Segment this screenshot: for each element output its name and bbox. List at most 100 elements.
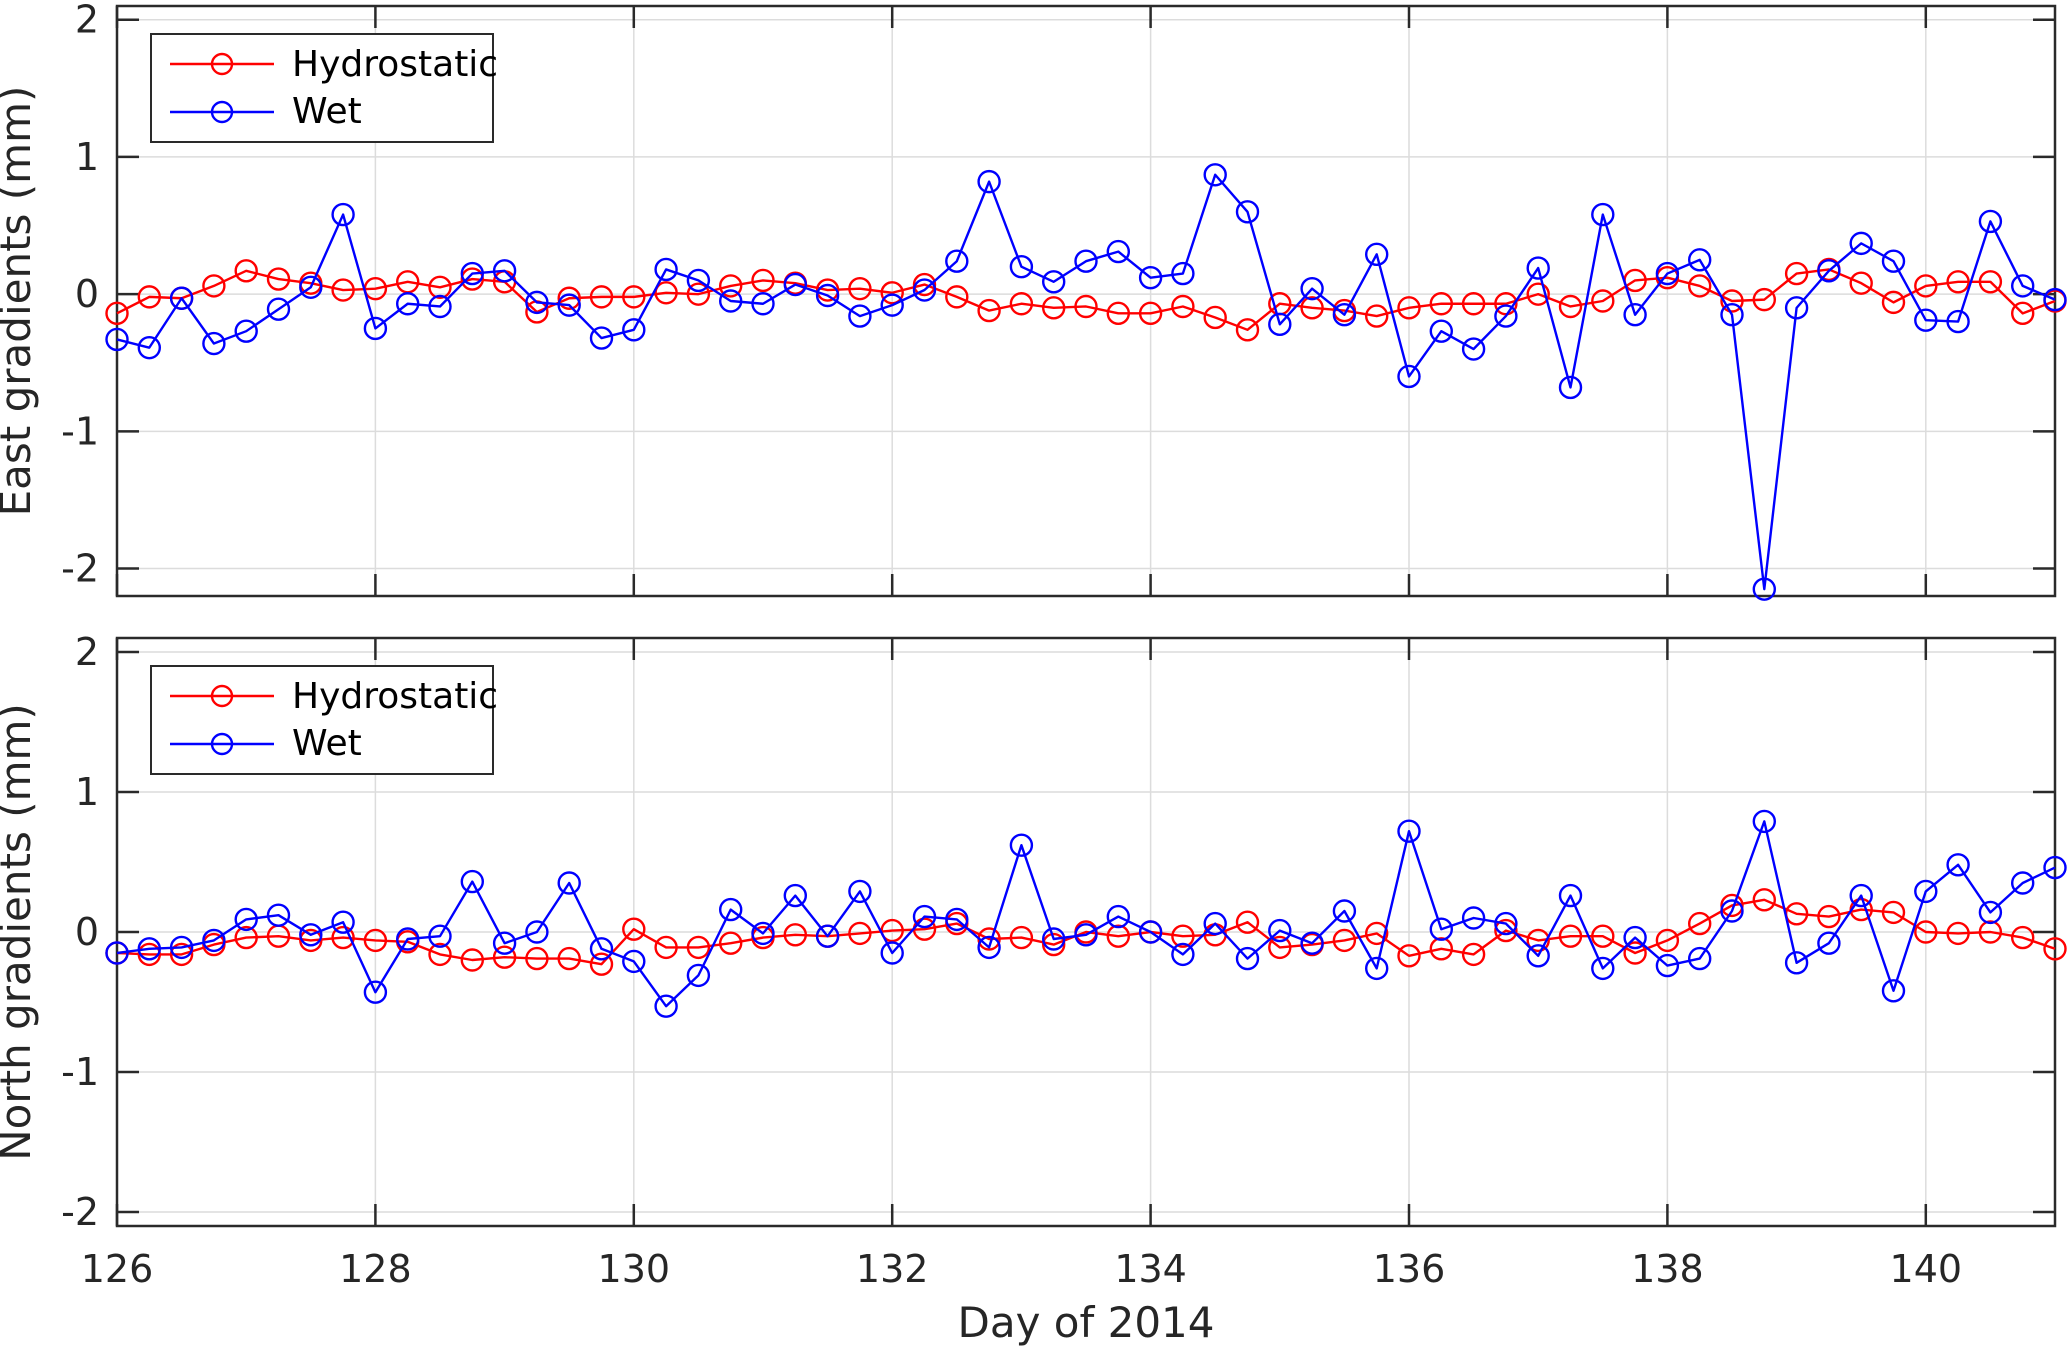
wet-marker <box>460 261 484 286</box>
hydrostatic-marker <box>1655 928 1680 953</box>
wet-marker <box>815 283 840 308</box>
hydrostatic-marker <box>1494 918 1518 943</box>
wet-marker <box>299 275 323 299</box>
wet-line-marker-swatch <box>170 100 274 123</box>
hydrostatic-marker <box>1558 924 1583 948</box>
wet-marker <box>1655 953 1680 978</box>
wet-line-east <box>116 173 2056 591</box>
wet-marker <box>234 319 258 343</box>
hydrostatic-marker <box>1106 301 1131 326</box>
wet-marker <box>1138 265 1163 290</box>
hydrostatic-marker <box>1881 900 1906 925</box>
hydrostatic-marker <box>912 272 937 297</box>
wet-marker <box>363 980 388 1004</box>
hydrostatic-marker <box>686 935 711 960</box>
hydrostatic-marker <box>169 942 194 967</box>
hydrostatic-marker <box>1558 294 1583 319</box>
hydrostatic-line-north <box>116 898 2056 966</box>
hydrostatic-marker <box>1041 932 1066 957</box>
wet-marker <box>1429 319 1454 343</box>
wet-marker <box>589 937 614 961</box>
wet-marker <box>654 994 678 1018</box>
hydrostatic-marker <box>1526 282 1550 306</box>
y-tick-label: 0 <box>75 272 99 316</box>
wet-marker <box>1041 927 1066 951</box>
hydrostatic-marker <box>1364 304 1389 328</box>
wet-marker <box>1946 853 1970 877</box>
wet-marker <box>331 202 355 227</box>
hydrostatic-marker <box>783 923 807 947</box>
wet-swatch-marker <box>210 100 234 123</box>
wet-marker <box>492 259 517 283</box>
wet-line-north <box>116 820 2056 1008</box>
hydrostatic-marker <box>460 948 484 972</box>
hydrostatic-marker <box>1591 924 1615 948</box>
wet-marker <box>1881 249 1906 273</box>
wet-marker <box>719 897 743 922</box>
hydrostatic-marker <box>1752 888 1777 912</box>
wet-marker <box>751 292 775 316</box>
wet-marker <box>1364 956 1389 981</box>
hydrostatic-marker <box>202 274 226 298</box>
wet-marker <box>1235 200 1260 224</box>
y-tick-label: -2 <box>61 547 99 591</box>
wet-marker <box>169 935 194 960</box>
wet-marker <box>525 920 549 944</box>
x-tick-label: 136 <box>1373 1247 1446 1291</box>
hydrostatic-marker <box>1881 290 1906 315</box>
x-tick-label: 132 <box>856 1247 929 1291</box>
hydrostatic-marker <box>363 928 388 953</box>
wet-marker <box>1978 900 2003 925</box>
wet-marker <box>1558 375 1583 400</box>
legend-item-hydrostatic: Hydrostatic <box>168 676 498 717</box>
hydrostatic-marker <box>137 285 162 309</box>
hydrostatic-marker <box>234 925 258 950</box>
hydrostatic-marker <box>1429 937 1454 961</box>
wet-marker <box>525 290 549 315</box>
wet-marker <box>945 249 969 273</box>
hydrostatic-marker <box>1914 274 1938 298</box>
wet-marker <box>2010 871 2035 895</box>
hydrostatic-marker <box>1171 294 1195 319</box>
hydrostatic-marker <box>331 278 355 302</box>
wet-marker <box>202 331 226 356</box>
y-tick-label: 0 <box>75 910 99 954</box>
wet-marker <box>1171 261 1195 286</box>
wet-marker <box>1268 312 1292 337</box>
hydrostatic-marker <box>1914 920 1938 944</box>
wet-marker <box>1687 946 1712 971</box>
hydrostatic-marker <box>460 267 484 291</box>
wet-marker <box>137 335 162 360</box>
wet-marker <box>1849 883 1873 908</box>
x-tick-label: 140 <box>1890 1247 1963 1291</box>
wet-marker <box>1946 309 1970 334</box>
legend-east: Hydrostatic Wet <box>150 33 498 143</box>
wet-marker <box>363 316 388 341</box>
y-tick-label: 1 <box>75 135 99 179</box>
wet-marker <box>1526 944 1550 968</box>
x-axis-label: Day of 2014 <box>957 1298 1214 1347</box>
hydrostatic-marker <box>815 278 840 302</box>
hydrostatic-marker <box>1978 270 2003 294</box>
wet-marker <box>1397 364 1421 389</box>
wet-marker <box>1978 209 2003 234</box>
generated-chart-layer: 2 1 0 -1 -2 2 1 0 -1 -2 126 128 130 132 134 136 138 140 <box>61 0 2067 1291</box>
wet-marker <box>557 871 581 895</box>
wet-marker <box>1009 833 1034 857</box>
wet-marker <box>1203 163 1227 187</box>
wet-marker <box>977 935 1001 960</box>
hydrostatic-marker <box>137 942 162 967</box>
wet-marker <box>1784 296 1809 320</box>
wet-marker <box>686 268 711 293</box>
wet-marker <box>1817 259 1841 283</box>
wet-marker <box>1300 276 1324 301</box>
wet-marker <box>234 907 258 932</box>
hydrostatic-marker <box>1461 292 1486 316</box>
hydrostatic-marker <box>880 281 904 305</box>
hydrostatic-marker <box>1203 305 1227 330</box>
wet-marker <box>1203 911 1227 936</box>
hydrostatic-marker <box>1268 935 1292 960</box>
wet-marker <box>1461 906 1486 930</box>
